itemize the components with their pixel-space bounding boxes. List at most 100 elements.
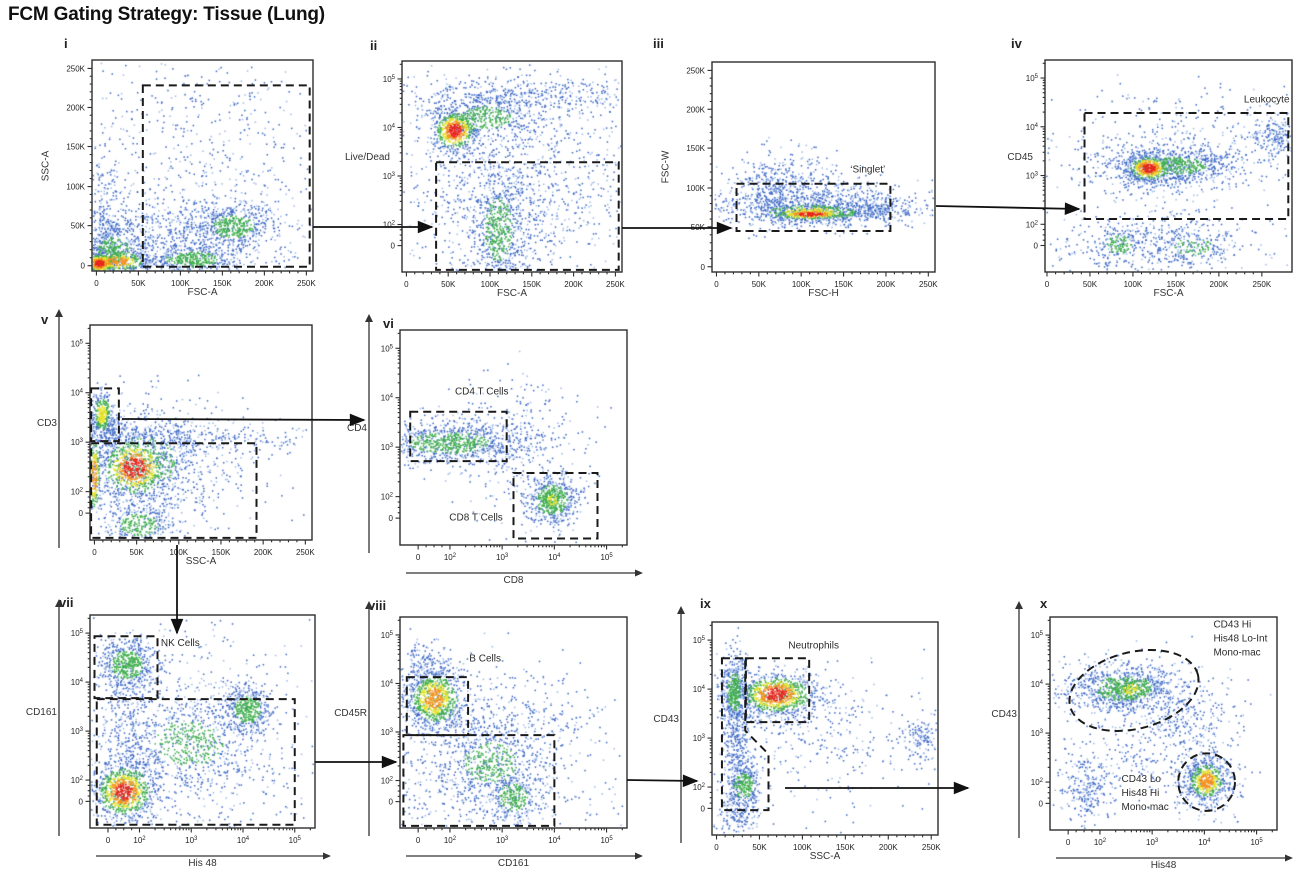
panel-iii-overlay: 0 50K 100K 150K 200K 250K 0 50K 100K 150K 200K 250K…: [686, 61, 938, 289]
tick-label: 100K: [169, 548, 188, 557]
figure-title: FCM Gating Strategy: Tissue (Lung): [8, 4, 325, 25]
panel-i-x-axis-label: FSC-A: [187, 287, 218, 298]
tick-label: 0: [1039, 799, 1044, 808]
panel-x-numeral: x: [1040, 596, 1048, 611]
tick-label: 102: [71, 488, 84, 497]
panel-x-gate-0: [1068, 649, 1200, 732]
tick-label: 250K: [606, 280, 625, 289]
panel-iii-plot-frame: [711, 61, 936, 273]
tick-label: 103: [381, 443, 394, 452]
panel-vii-gate-1: [95, 698, 296, 826]
tick-label: 105: [1250, 838, 1263, 847]
tick-label: 103: [496, 836, 509, 845]
tick-label: 105: [693, 636, 706, 645]
panel-ix-gate-0: [744, 657, 811, 724]
panel-v-density-plot: [90, 325, 312, 540]
tick-label: 102: [1094, 838, 1107, 847]
tick-label: 102: [381, 493, 394, 502]
panel-x-y-axis-label: CD43: [991, 708, 1017, 720]
tick-label: 0: [81, 262, 86, 271]
tick-label: 250K: [297, 279, 316, 288]
panel-ix-gate-1: [720, 657, 770, 812]
panel-iv-numeral: iv: [1011, 36, 1022, 51]
panel-vi-plot-frame: [399, 329, 628, 546]
y-axis-arrowhead-icon: [55, 599, 63, 607]
panel-vi-numeral: vi: [383, 316, 394, 331]
tick-label: 100K: [686, 184, 705, 193]
tick-label: 0: [94, 279, 99, 288]
panel-iv-density-plot: [1045, 60, 1292, 272]
panel-vi-x-axis-label: CD8: [503, 575, 524, 586]
panel-vii-gate-label-0: NK Cells: [161, 638, 200, 649]
tick-label: 50K: [752, 280, 767, 289]
tick-label: 200K: [564, 280, 583, 289]
tick-label: 200K: [686, 105, 705, 114]
tick-label: 150K: [836, 843, 855, 852]
panel-iii-x-axis-label: FSC-H: [808, 288, 839, 299]
panel-x-gate-label-4: His48 Hi: [1122, 788, 1160, 799]
tick-label: 104: [1031, 680, 1044, 689]
tick-label: 102: [693, 783, 706, 792]
panel-x-gate-label-2: Mono-mac: [1213, 647, 1260, 658]
tick-label: 103: [1031, 729, 1044, 738]
panel-x-gate-label-5: Mono-mac: [1122, 802, 1169, 813]
panel-i-numeral: i: [64, 36, 68, 51]
tick-label: 0: [404, 280, 409, 289]
tick-label: 150K: [213, 279, 232, 288]
tick-label: 200K: [1210, 280, 1229, 289]
y-axis-arrowhead-icon: [365, 314, 373, 322]
panel-i-gate-0: [141, 84, 311, 268]
panel-x-gate-1: [1177, 752, 1237, 812]
panel-vii-numeral: vii: [59, 595, 74, 610]
tick-label: 104: [381, 679, 394, 688]
panel-i-density-plot: [92, 60, 313, 271]
tick-label: 104: [237, 836, 250, 845]
panel-vi-gate-1: [512, 471, 599, 540]
tick-label: 105: [383, 75, 396, 84]
tick-label: 0: [416, 836, 421, 845]
panel-viii-overlay: 0 102 103 104 105 0 102 103 104 105 B Cells: [365, 601, 643, 860]
panel-vi-gate-0: [409, 410, 508, 463]
tick-label: 104: [693, 685, 706, 694]
panel-iii-gate-label-0: ‘Singlet’: [850, 164, 885, 175]
tick-label: 250K: [919, 280, 938, 289]
tick-label: 105: [71, 629, 84, 638]
tick-label: 150K: [686, 144, 705, 153]
tick-label: 105: [71, 339, 84, 348]
panel-ix-overlay: 0 50K 100K 150K 200K 250K 0 102 103 104 105 Neutrop…: [677, 606, 941, 852]
tick-label: 0: [389, 798, 394, 807]
tick-label: 103: [71, 727, 84, 736]
panel-vi-gate-label-0: CD4 T Cells: [455, 387, 509, 398]
tick-label: 0: [1045, 280, 1050, 289]
panel-ii-y-axis-label: Live/Dead: [344, 152, 390, 164]
tick-label: 103: [185, 836, 198, 845]
tick-label: 100K: [1124, 280, 1143, 289]
panel-ix-gate-label-0: Neutrophils: [788, 641, 839, 652]
tick-label: 200K: [255, 279, 274, 288]
tick-label: 0: [389, 514, 394, 523]
tick-label: 103: [693, 734, 706, 743]
tick-label: 0: [1034, 242, 1039, 251]
tick-label: 105: [600, 553, 613, 562]
panel-iv-gate-0: [1083, 112, 1290, 220]
tick-label: 0: [79, 509, 84, 518]
tick-label: 104: [548, 836, 561, 845]
panel-ii-gate-0: [435, 161, 620, 271]
panel-iv-y-axis-label: CD45: [1007, 151, 1033, 163]
x-axis-arrowhead-icon: [323, 852, 331, 860]
panel-iv-overlay: 0 50K 100K 150K 200K 250K 0 102 103 104 105 Leukocy…: [1026, 59, 1293, 289]
panel-viii-density-plot: [400, 617, 627, 828]
panel-v-gate-0: [90, 387, 120, 443]
tick-label: 100K: [66, 183, 85, 192]
panel-vii-density-plot: [90, 615, 315, 828]
panel-viii-gate-label-0: B Cells: [469, 653, 501, 664]
tick-label: 0: [714, 843, 719, 852]
panel-viii-x-axis-label: CD161: [497, 858, 530, 869]
connector-arrow-6: [626, 774, 699, 788]
tick-label: 0: [701, 263, 706, 272]
panel-iv-gate-label-0: Leukocyte: [1244, 94, 1290, 105]
tick-label: 0: [701, 804, 706, 813]
tick-label: 250K: [296, 548, 315, 557]
panel-ix-x-axis-label: SSC-A: [809, 851, 841, 862]
